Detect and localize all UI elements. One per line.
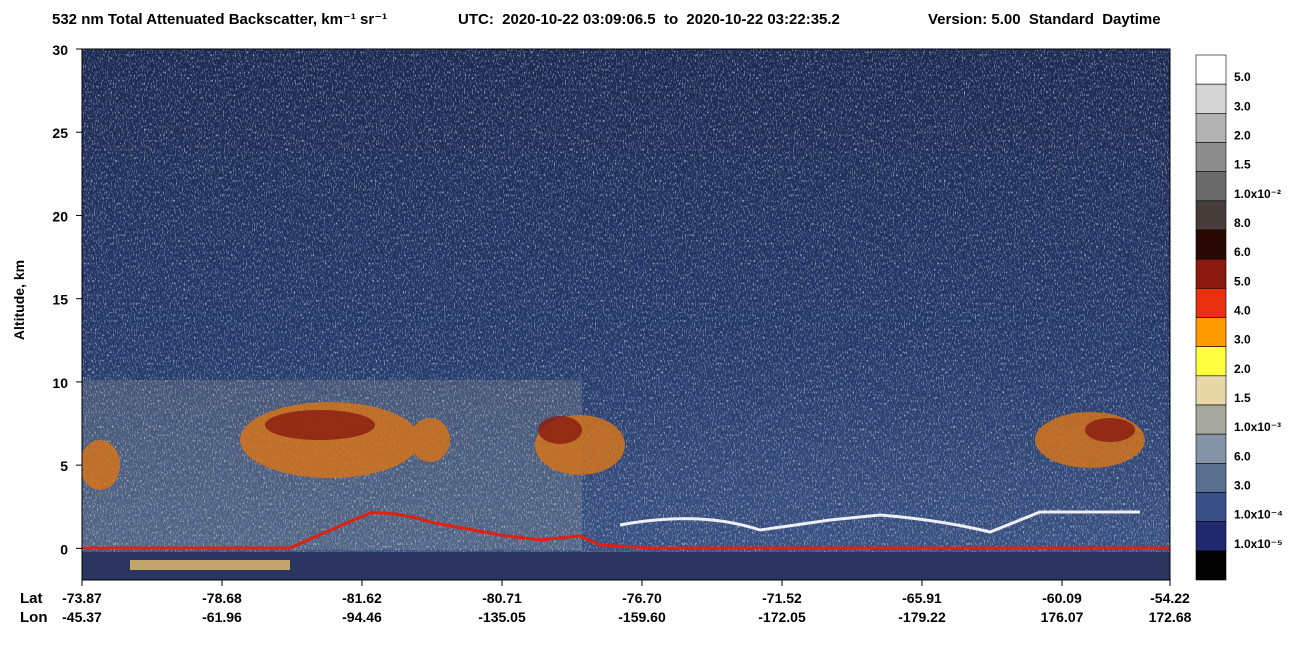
- colorbar-label: 1.0x10⁻⁵: [1234, 537, 1283, 551]
- y-tick-label: 20: [52, 208, 68, 224]
- colorbar-swatch: [1195, 54, 1227, 85]
- colorbar-label: 5.0: [1234, 274, 1251, 288]
- colorbar-swatch: [1195, 258, 1227, 289]
- plot-frame: [81, 48, 1171, 581]
- lat-label: -78.68: [202, 590, 242, 606]
- lat-label: -76.70: [622, 590, 662, 606]
- colorbar-swatch: [1195, 375, 1227, 406]
- y-tick-label: 25: [52, 125, 68, 141]
- lat-label: -60.09: [1042, 590, 1082, 606]
- lon-label: -159.60: [618, 609, 666, 625]
- lat-label: -73.87: [62, 590, 102, 606]
- colorbar-swatch: [1195, 433, 1227, 464]
- y-tick-label: 0: [60, 541, 68, 557]
- y-tick-label: 30: [52, 42, 68, 58]
- lon-row-label: Lon: [20, 609, 48, 626]
- colorbar-label: 6.0: [1234, 449, 1251, 463]
- colorbar-label: 3.0: [1234, 333, 1251, 347]
- colorbar-label: 4.0: [1234, 304, 1251, 318]
- colorbar-swatch: [1195, 317, 1227, 347]
- colorbar-swatch: [1195, 346, 1227, 377]
- lat-label: -71.52: [762, 590, 802, 606]
- y-tick-label: 5: [60, 458, 68, 474]
- colorbar-label: 6.0: [1234, 245, 1251, 259]
- colorbar-swatch: [1195, 550, 1227, 581]
- lon-label: -135.05: [478, 609, 526, 625]
- colorbar-swatch: [1195, 229, 1227, 260]
- colorbar-label: 8.0: [1234, 216, 1251, 230]
- colorbar-label: 1.5: [1234, 391, 1251, 405]
- y-tick-label: 15: [52, 292, 68, 308]
- lon-label: -61.96: [202, 609, 242, 625]
- lat-label: -54.22: [1150, 590, 1190, 606]
- lat-label: -80.71: [482, 590, 522, 606]
- lon-label: -45.37: [62, 609, 102, 625]
- colorbar-label: 1.0x10⁻²: [1234, 187, 1281, 201]
- colorbar-label: 3.0: [1234, 99, 1251, 113]
- colorbar-swatch: [1195, 404, 1227, 435]
- colorbar-label: 1.0x10⁻⁴: [1234, 508, 1283, 522]
- lon-label: 172.68: [1149, 609, 1192, 625]
- colorbar-swatch: [1195, 200, 1227, 231]
- lon-label: 176.07: [1041, 609, 1084, 625]
- colorbar-swatch: [1195, 171, 1227, 202]
- colorbar-label: 1.5: [1234, 158, 1251, 172]
- colorbar-label: 2.0: [1234, 362, 1251, 376]
- colorbar-label: 1.0x10⁻³: [1234, 420, 1281, 434]
- chart-title: 532 nm Total Attenuated Backscatter, km⁻…: [52, 11, 387, 28]
- lat-row-label: Lat: [20, 590, 43, 607]
- colorbar-label: 5.0: [1234, 70, 1251, 84]
- colorbar-swatch: [1195, 288, 1227, 318]
- version: Version: 5.00 Standard Daytime: [928, 11, 1161, 28]
- lon-label: -172.05: [758, 609, 806, 625]
- lat-label: -81.62: [342, 590, 382, 606]
- colorbar-label: 3.0: [1234, 479, 1251, 493]
- y-tick-label: 10: [52, 375, 68, 391]
- subtitle: UTC: 2020-10-22 03:09:06.5 to 2020-10-22…: [458, 11, 840, 28]
- colorbar-swatch: [1195, 492, 1227, 522]
- colorbar-swatch: [1195, 463, 1227, 493]
- lon-label: -94.46: [342, 609, 382, 625]
- colorbar-swatch: [1195, 113, 1227, 143]
- lat-label: -65.91: [902, 590, 942, 606]
- colorbar-swatch: [1195, 521, 1227, 552]
- colorbar-swatch: [1195, 142, 1227, 172]
- lon-label: -179.22: [898, 609, 946, 625]
- colorbar-label: 2.0: [1234, 129, 1251, 143]
- backscatter-image: [82, 49, 1170, 580]
- colorbar-swatch: [1195, 83, 1227, 114]
- y-axis-label: Altitude, km: [11, 260, 27, 340]
